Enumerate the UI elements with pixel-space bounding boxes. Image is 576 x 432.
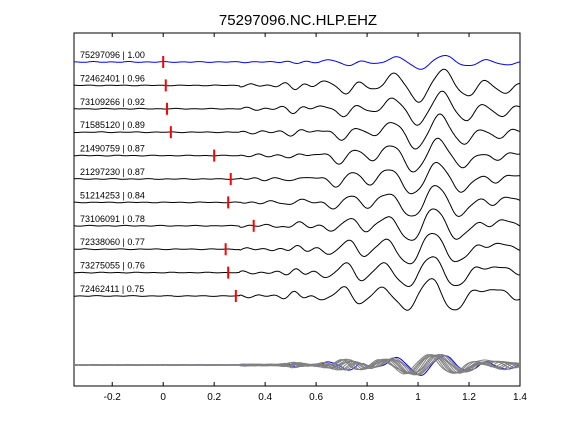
trace-line-71585120 — [74, 113, 521, 150]
trace-labels: 75297096 | 1.00 72462401 | 0.96 73109266 |… — [80, 50, 145, 294]
trace-label-51214253: 51214253 | 0.84 — [80, 190, 145, 200]
trace-label-73106091: 73106091 | 0.78 — [80, 214, 145, 224]
trace-line-73275055 — [74, 256, 520, 288]
trace-label-21490759: 21490759 | 0.87 — [80, 144, 145, 154]
trace-line-21297230 — [73, 162, 521, 195]
traces-layer — [73, 55, 521, 311]
x-tick-label: 1 — [415, 392, 421, 403]
stack-trace-11 — [74, 354, 521, 375]
trace-label-73109266: 73109266 | 0.92 — [80, 97, 145, 107]
x-tick-label: 0 — [160, 392, 166, 403]
x-axis: -0.2 0 0.2 0.4 0.6 0.8 1 1.2 1.4 — [104, 33, 527, 403]
x-tick-label: 0.2 — [207, 392, 221, 403]
trace-line-51214253 — [74, 185, 521, 217]
trace-line-73106091 — [73, 208, 521, 241]
x-tick-label: -0.2 — [104, 392, 122, 403]
x-tick-label: 0.6 — [309, 392, 323, 403]
x-tick-label: 0.8 — [360, 392, 374, 403]
trace-line-73109266 — [73, 90, 521, 126]
x-tick-label: 1.4 — [513, 392, 527, 403]
trace-line-72462401 — [74, 68, 521, 103]
plot-area — [73, 32, 521, 387]
trace-line-75297096 — [74, 55, 521, 70]
trace-line-21490759 — [73, 137, 521, 173]
trace-label-72462411: 72462411 | 0.75 — [80, 284, 144, 294]
trace-label-21297230: 21297230 | 0.87 — [80, 167, 145, 177]
trace-label-73275055: 73275055 | 0.76 — [80, 261, 145, 271]
trace-line-72338060 — [74, 233, 521, 265]
x-tick-label: 0.4 — [258, 392, 272, 403]
trace-label-72338060: 72338060 | 0.77 — [80, 237, 145, 247]
trace-label-75297096: 75297096 | 1.00 — [80, 50, 145, 60]
trace-line-72462411 — [74, 278, 521, 311]
pick-markers — [162, 56, 255, 302]
stack-panel — [73, 353, 521, 376]
trace-label-71585120: 71585120 | 0.89 — [80, 120, 145, 130]
chart-title: 75297096.NC.HLP.EHZ — [219, 12, 377, 29]
trace-label-72462401: 72462401 | 0.96 — [80, 73, 145, 83]
x-tick-label: 1.2 — [462, 392, 476, 403]
